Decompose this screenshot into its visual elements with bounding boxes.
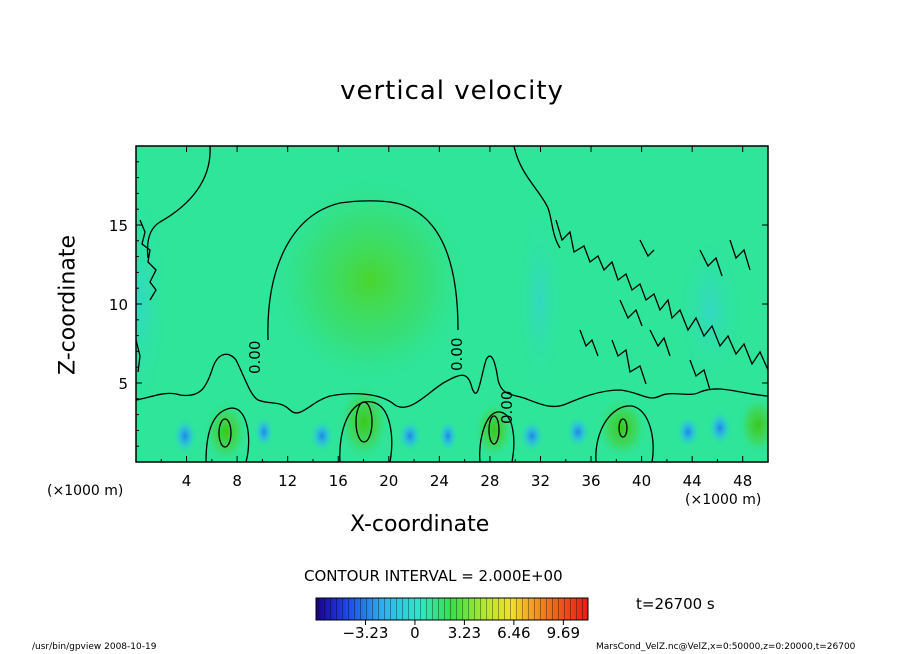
contour-peak-1 [218,418,232,448]
contour-label-lower: 0.00 [498,391,516,424]
y-tick-label: 10 [109,296,128,314]
colorbar-tick-label: 9.69 [547,624,580,642]
contour-lower-cell-4 [595,405,654,462]
x-axis: 4 8 12 16 20 24 28 32 36 40 44 48 [160,146,752,490]
colorbar-tick-label: 3.23 [448,624,481,642]
contour-zero-dome [267,200,459,341]
contour-lines [136,146,768,462]
y-axis: 5 10 15 [109,161,768,447]
contour-label-left: 0.00 [246,341,264,374]
contour-peak-4 [618,418,628,438]
chart-title: vertical velocity [340,76,564,106]
x-tick-label: 28 [480,472,499,490]
colorbar-frame [315,597,589,621]
x-tick-label: 4 [182,472,192,490]
y-tick-label: 15 [109,217,128,235]
x-unit-label-left: (×1000 m) [47,483,124,499]
contour-left-inner [136,339,141,373]
contour-lower-cell-3 [479,411,515,462]
velocity-field [136,146,768,462]
colorbar-tick-label: 6.46 [497,624,530,642]
contour-interval-label: CONTOUR INTERVAL = 2.000E+00 [304,567,563,585]
x-tick-label: 8 [232,472,242,490]
contour-peak-2 [355,401,373,443]
time-label: t=26700 s [636,595,715,613]
contour-lower-band [136,353,768,414]
colorbar-tick-label: −3.23 [342,624,388,642]
x-tick-label: 40 [632,472,651,490]
contour-zero-top-right [513,146,561,249]
colorbar-ticks: −3.23 0 3.23 6.46 9.69 [342,620,580,642]
footer-data-source: MarsCond_VelZ.nc@VelZ,x=0:50000,z=0:2000… [596,642,856,652]
contour-lower-cell-1 [205,407,250,462]
x-tick-label: 20 [379,472,398,490]
contour-turbulent-right [555,219,768,391]
x-axis-label: X-coordinate [350,512,490,537]
contour-peak-3 [488,415,500,445]
x-tick-label: 36 [581,472,600,490]
contour-label-right: 0.00 [448,338,466,371]
contour-zero-top-left [146,146,211,259]
x-tick-label: 44 [683,472,702,490]
colorbar: −3.23 0 3.23 6.46 9.69 [315,597,589,642]
x-tick-label: 48 [733,472,752,490]
x-tick-label: 16 [329,472,348,490]
x-tick-label: 24 [430,472,449,490]
colorbar-segments [316,598,588,620]
x-tick-label: 32 [531,472,550,490]
colorbar-tick-label: 0 [410,624,420,642]
contour-left-edge [139,219,157,301]
y-axis-label: Z-coordinate [55,235,81,375]
contour-labels: 0.00 0.00 0.00 [246,338,516,424]
x-tick-label: 12 [278,472,297,490]
x-unit-label-right: (×1000 m) [685,492,762,508]
footer-program-date: /usr/bin/gpview 2008-10-19 [32,642,157,652]
contour-lower-cell-2 [339,401,393,462]
y-tick-label: 5 [118,375,128,393]
